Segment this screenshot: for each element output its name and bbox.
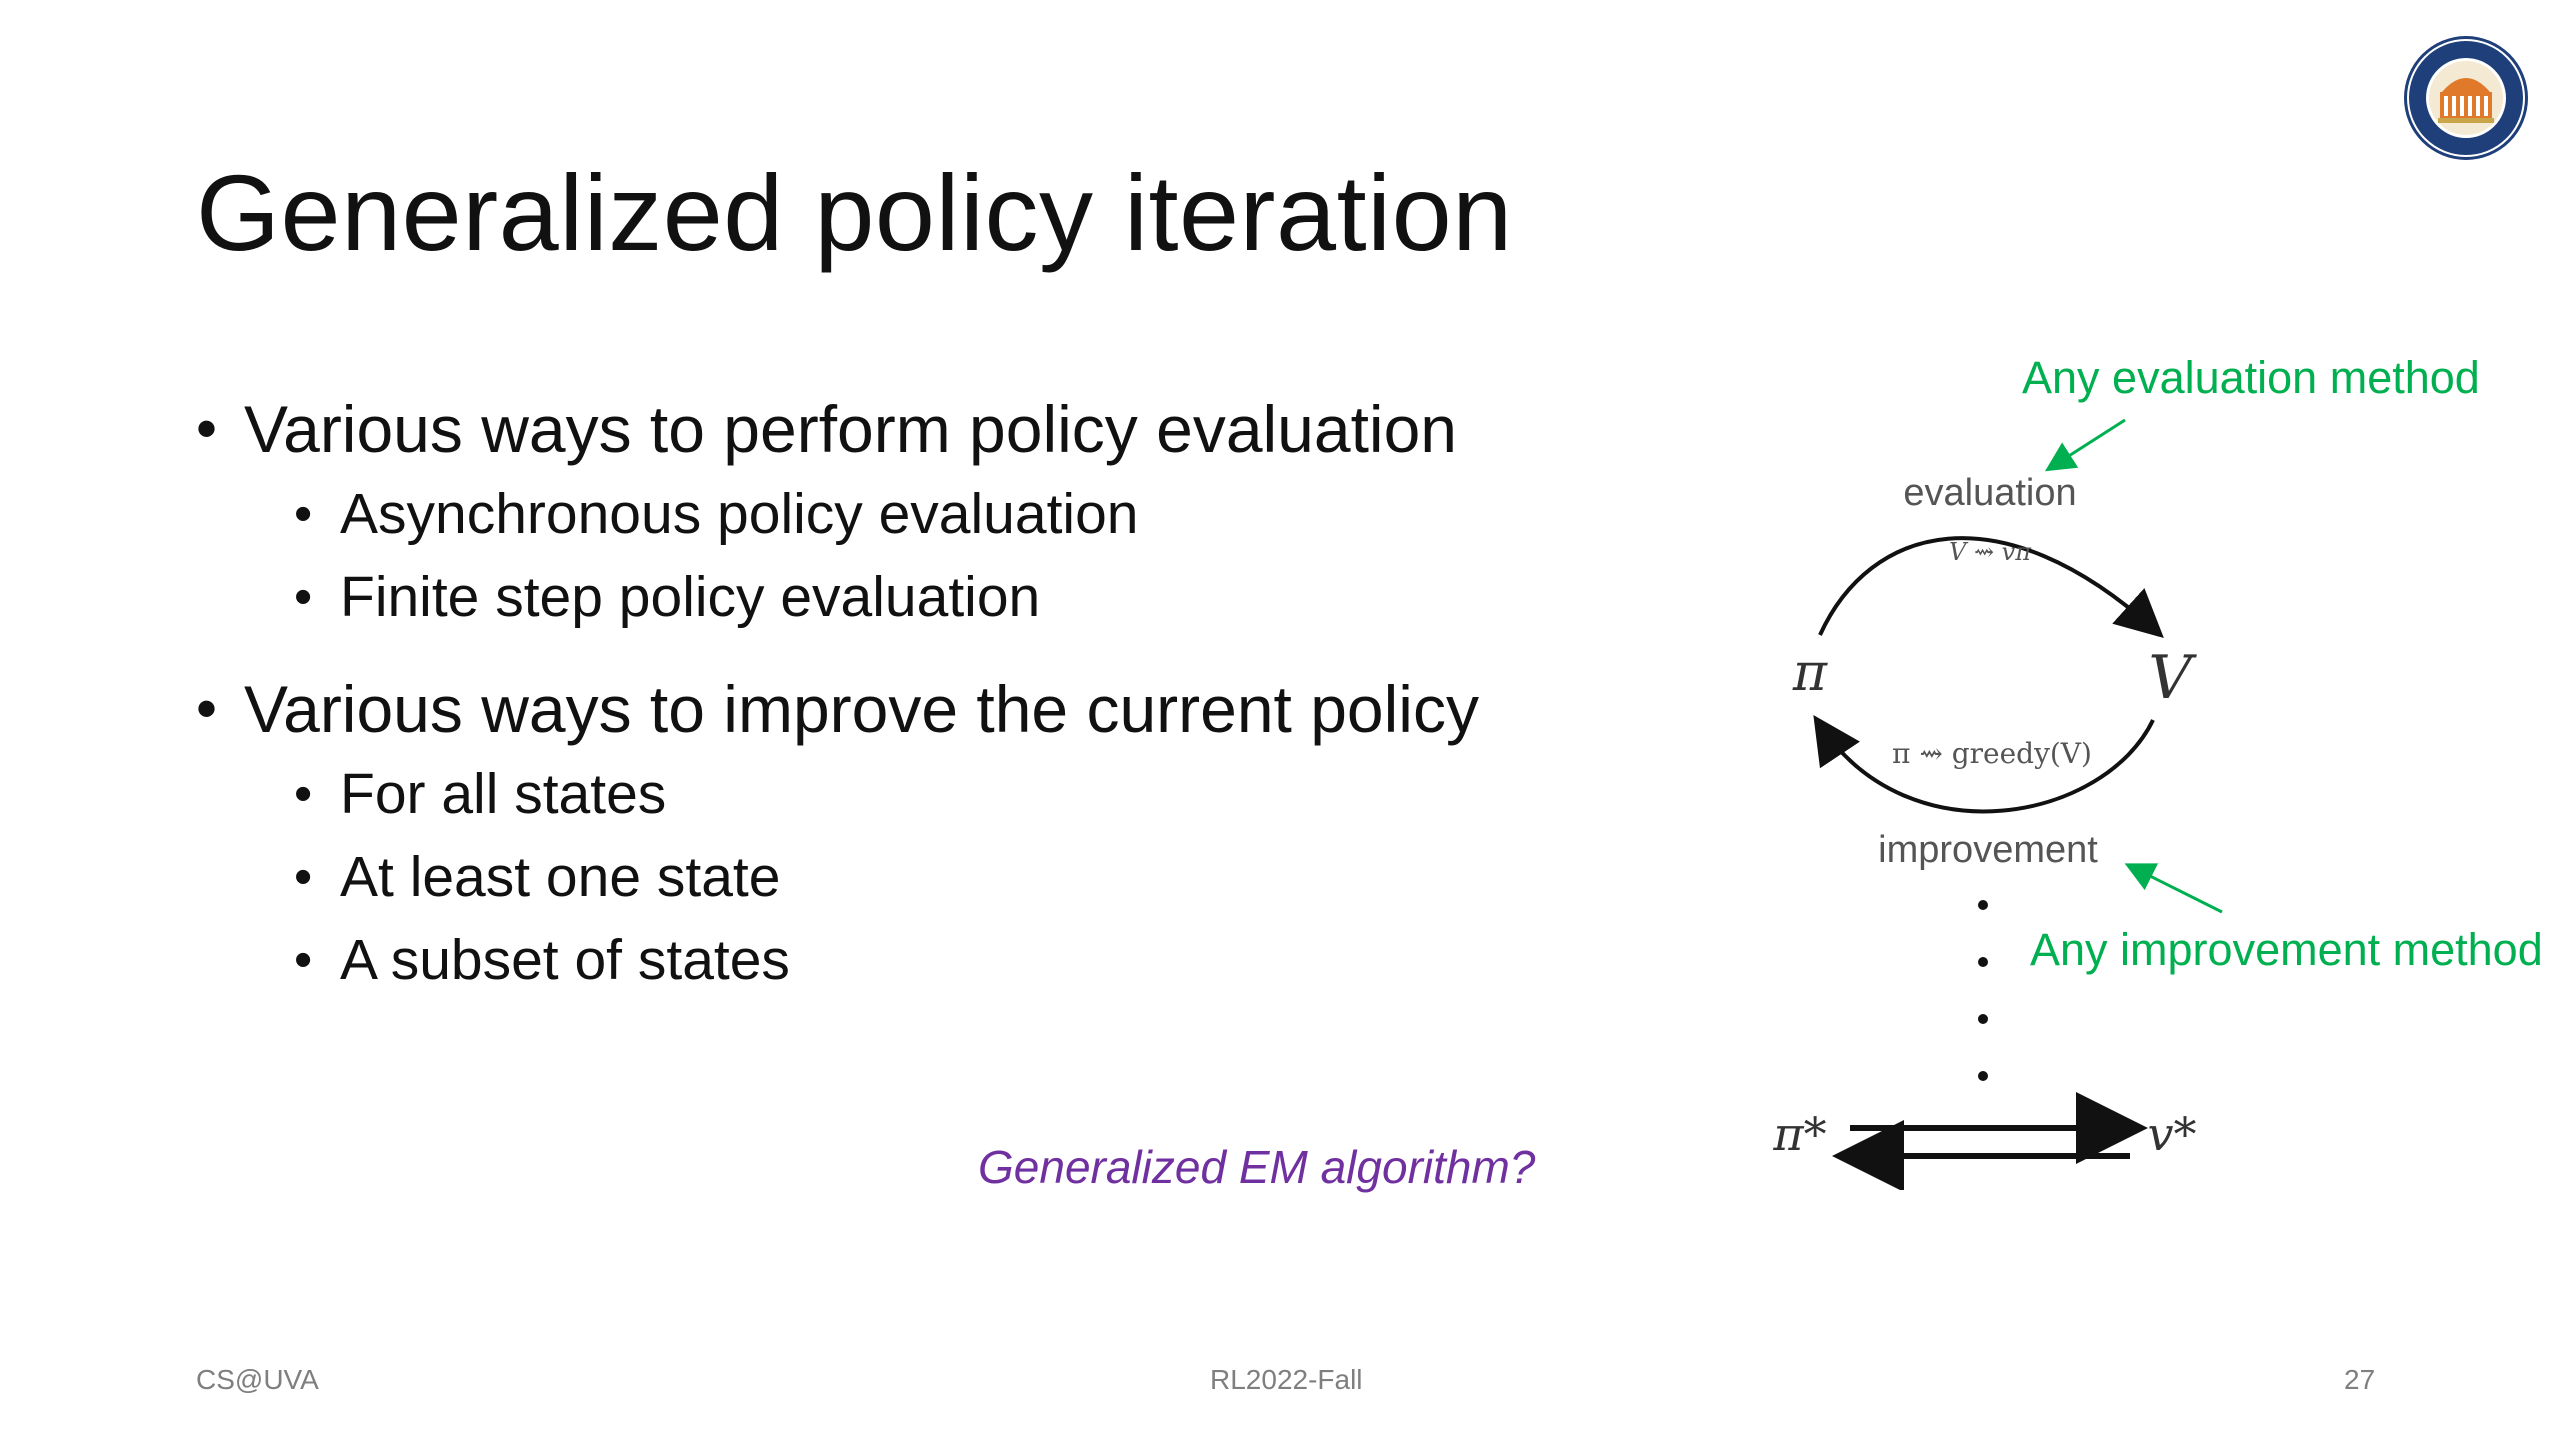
improvement-arc	[1813, 715, 2155, 814]
footer-center: RL2022-Fall	[1210, 1364, 1363, 1395]
dot	[1978, 1014, 1988, 1024]
page-number: 27	[2344, 1364, 2376, 1395]
bullet-list: • Various ways to perform policy evaluati…	[196, 385, 1646, 1002]
pi-star-label: π*	[1772, 1107, 1826, 1161]
v-star-label: v*	[2148, 1107, 2197, 1161]
footer-left: CS@UVA	[196, 1364, 319, 1395]
improvement-annotation: Any improvement method	[2030, 924, 2543, 975]
sub-bullet-all-states: • For all states	[294, 762, 667, 826]
improvement-formula: π ⇝ greedy(V)	[1892, 737, 2092, 770]
sub-bullet-async: • Asynchronous policy evaluation	[294, 482, 1139, 546]
sub-bullet-finite-step: • Finite step policy evaluation	[294, 565, 1041, 629]
sub-bullet-subset-states: • A subset of states	[294, 928, 790, 992]
university-seal-icon	[2404, 36, 2528, 160]
sub-bullet-one-state: • At least one state	[294, 845, 781, 909]
pi-label: π	[1792, 643, 1828, 703]
evaluation-arc	[1818, 536, 2164, 639]
v-label: V	[2148, 643, 2197, 713]
slide-title: Generalized policy iteration	[196, 152, 1513, 273]
evaluation-annotation-arrow	[2044, 418, 2126, 472]
dot	[1978, 957, 1988, 967]
em-algorithm-note: Generalized EM algorithm?	[978, 1141, 1536, 1193]
evaluation-formula: V ⇝ vπ	[1949, 538, 2032, 566]
bullet-improvement: • Various ways to improve the current pol…	[196, 672, 1479, 746]
gpi-diagram: evaluation V ⇝ vπ π V π ⇝ greedy(V) impr…	[1772, 472, 2197, 1190]
evaluation-label: evaluation	[1903, 472, 2076, 514]
improvement-label: improvement	[1878, 829, 2098, 871]
dot	[1978, 900, 1988, 910]
evaluation-annotation: Any evaluation method	[2022, 352, 2480, 403]
dot	[1978, 1071, 1988, 1081]
bullet-evaluation: • Various ways to perform policy evaluati…	[196, 392, 1458, 466]
